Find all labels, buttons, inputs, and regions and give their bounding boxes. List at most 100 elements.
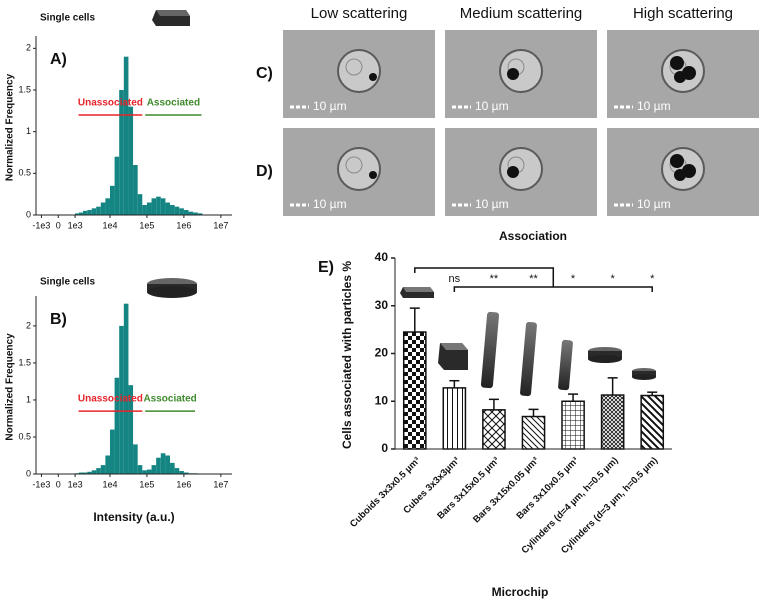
column-header: High scattering	[633, 5, 733, 22]
histogram-bar	[105, 198, 110, 215]
histogram-bar	[119, 90, 124, 215]
cell	[337, 49, 381, 93]
histogram-bar	[146, 469, 152, 474]
histogram-bar	[96, 206, 101, 215]
y-tick-label: 0	[26, 209, 31, 219]
y-axis-label: Normalized Frequency	[5, 73, 16, 181]
particle	[674, 71, 686, 83]
y-tick-label: 1.5	[18, 357, 31, 367]
bar	[521, 415, 546, 450]
histogram-bar	[193, 212, 198, 215]
particle	[507, 166, 519, 178]
x-tick-label: 1e4	[102, 479, 117, 489]
x-tick-label: 1e4	[102, 220, 117, 230]
particle	[670, 56, 684, 70]
y-tick-label: 40	[375, 250, 389, 264]
y-tick-label: 20	[375, 346, 389, 360]
scale-label: 10 µm	[637, 197, 671, 211]
y-tick-label: 0.5	[18, 168, 31, 178]
bar	[402, 331, 427, 450]
histogram-bar	[78, 472, 83, 474]
chart-title: Single cells	[40, 277, 95, 288]
histogram-bar	[146, 202, 152, 215]
histogram-bar	[123, 303, 129, 474]
histogram-bar	[188, 211, 194, 215]
bar	[442, 387, 467, 450]
histogram-bar	[165, 455, 171, 474]
y-tick-label: 0.5	[18, 431, 31, 441]
histogram-bar	[183, 210, 189, 215]
panel-label: A)	[50, 51, 67, 68]
histogram-bar	[133, 165, 138, 215]
axis-line	[394, 258, 672, 450]
chart-title: Association	[499, 229, 567, 243]
significance-label: *	[650, 273, 655, 285]
histogram-bar	[137, 465, 143, 474]
x-tick-label: 1e6	[176, 220, 191, 230]
particle-icons	[147, 10, 656, 397]
chart-title: Single cells	[40, 13, 95, 24]
histogram-bar	[128, 385, 134, 474]
x-tick-label: -1e3	[32, 220, 50, 230]
y-tick-label: 1	[26, 394, 31, 404]
histogram-bar	[165, 202, 171, 215]
histogram-bar	[96, 468, 101, 474]
histogram-bar	[119, 325, 124, 474]
x-axis-label: Intensity (a.u.)	[93, 510, 174, 524]
panel-label: C)	[256, 65, 273, 82]
gate-label: Associated	[147, 98, 200, 109]
panel-label: B)	[50, 311, 67, 328]
histogram-bar	[87, 210, 92, 215]
particle	[369, 73, 377, 81]
histogram-bar	[82, 210, 88, 215]
histogram-bar	[179, 208, 184, 215]
bar	[482, 409, 506, 450]
histogram-bar	[197, 213, 203, 215]
x-tick-label: Cuboids 3x3x0.5 µm³	[348, 455, 423, 530]
histogram-bar	[109, 185, 115, 215]
significance-bracket	[453, 286, 653, 292]
x-tick-label: 1e7	[213, 220, 228, 230]
particle	[369, 171, 377, 179]
y-tick-label: 2	[26, 43, 31, 53]
y-tick-label: 0	[381, 441, 388, 455]
bar	[600, 394, 625, 450]
significance-label: **	[490, 273, 499, 285]
y-tick-label: 1.5	[18, 84, 31, 94]
histogram-bar	[87, 471, 92, 474]
x-axis-label: Microchip	[492, 585, 549, 599]
x-tick-label: 1e3	[68, 479, 83, 489]
histogram-bar	[114, 156, 120, 215]
gate-label: Associated	[143, 394, 196, 405]
panel-label: D)	[256, 163, 273, 180]
histogram-bar	[156, 196, 161, 215]
cell-texture	[345, 58, 363, 76]
particle	[670, 154, 684, 168]
x-tick-label: 1e3	[68, 220, 83, 230]
histogram-bar	[105, 455, 110, 474]
histogram-bar	[133, 444, 138, 474]
scale-label: 10 µm	[475, 197, 509, 211]
histogram-bar	[170, 205, 175, 215]
histogram-bar	[160, 198, 166, 215]
y-axis-label: Normalized Frequency	[5, 333, 16, 441]
scale-label: 10 µm	[313, 99, 347, 113]
y-axis-label: Cells associated with particles %	[340, 261, 354, 449]
histogram-bar	[151, 465, 157, 474]
x-tick-label: 1e5	[139, 479, 154, 489]
x-tick-label: 0	[56, 220, 61, 230]
particle	[674, 169, 686, 181]
y-tick-label: 0	[26, 468, 31, 478]
x-tick-label: Bars 3x15x0.05 µm³	[471, 455, 541, 525]
cell	[337, 147, 381, 191]
column-header: Low scattering	[311, 5, 408, 22]
x-tick-label: 1e5	[139, 220, 154, 230]
cell-texture	[345, 156, 363, 174]
gate-label: Unassociated	[78, 98, 143, 109]
histogram-bar	[114, 377, 120, 474]
histogram-bar	[179, 471, 184, 474]
scale-label: 10 µm	[637, 99, 671, 113]
histogram-bar	[151, 198, 157, 215]
x-tick-label: 1e6	[176, 479, 191, 489]
